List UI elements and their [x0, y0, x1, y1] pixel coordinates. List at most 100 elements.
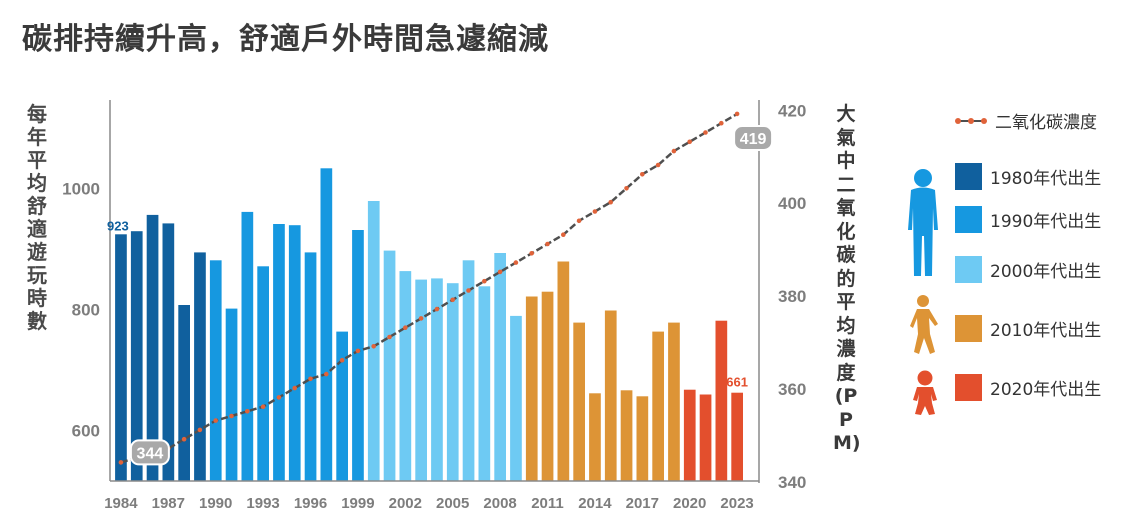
x-tick-2020: 2020 — [673, 495, 706, 512]
bar-1984 — [115, 234, 127, 481]
bar-1993 — [257, 266, 269, 481]
bar-2010 — [525, 296, 538, 481]
co2-point-2001 — [387, 334, 392, 340]
co2-point-2018 — [655, 162, 661, 168]
co2-point-2007 — [482, 278, 487, 284]
bar-2018 — [652, 331, 664, 481]
legend: 二氧化碳濃度 1980年代出生 1990年代出生 2000年代出生 2010年代… — [905, 108, 1140, 428]
co2-point-1997 — [324, 371, 329, 377]
co2-point-1984 — [118, 460, 124, 465]
legend-label-1990: 1990年代出生 — [990, 212, 1102, 232]
y-tick-left-600: 600 — [72, 422, 100, 441]
y-tick-right-400: 400 — [778, 194, 806, 213]
x-tick-1987: 1987 — [152, 495, 185, 512]
co2-line — [120, 112, 738, 464]
legend-swatch-1980 — [955, 163, 982, 190]
y-axis-left-label: 每年平均舒適遊玩時數 — [27, 102, 47, 333]
co2-point-2003 — [418, 316, 424, 321]
legend-label-2020: 2020年代出生 — [990, 380, 1102, 400]
bar-2002 — [399, 271, 412, 481]
co2-point-1996 — [308, 376, 313, 382]
co2-line-group — [118, 111, 740, 465]
y-tick-left-1000: 1000 — [62, 180, 100, 199]
co2-point-1994 — [276, 395, 282, 400]
co2-point-2022 — [719, 120, 724, 126]
bar-1988 — [178, 305, 190, 481]
co2-point-2017 — [640, 172, 645, 177]
y-tick-left-800: 800 — [72, 301, 100, 320]
co2-point-2013 — [576, 218, 582, 224]
bar-2020 — [683, 389, 696, 481]
legend-item-2020: 2020年代出生 — [955, 374, 1101, 401]
bar-1986 — [146, 214, 159, 481]
y-axis-right-label: 大氣中二氧化碳的平均濃度(PPM) — [833, 103, 861, 454]
co2-start-badge-bg — [129, 439, 170, 466]
x-tick-2017: 2017 — [626, 495, 659, 512]
bar-2009 — [510, 315, 522, 481]
legend-swatch-2010 — [955, 315, 982, 342]
legend-co2-line: 二氧化碳濃度 — [955, 108, 1097, 133]
co2-point-1988 — [181, 436, 187, 442]
co2-point-1995 — [292, 385, 298, 391]
legend-swatch-2000 — [955, 256, 982, 283]
x-tick-1996: 1996 — [294, 495, 327, 512]
y-tick-right-360: 360 — [778, 380, 806, 399]
bar-1992 — [241, 211, 254, 481]
bar-2003 — [415, 279, 427, 481]
co2-point-2014 — [592, 209, 598, 214]
co2-point-2020 — [687, 139, 692, 145]
x-tick-1990: 1990 — [199, 495, 232, 512]
co2-point-2016 — [624, 186, 629, 191]
bar-2014 — [589, 393, 601, 481]
bar-1996 — [304, 252, 317, 481]
toddler-figure-icon — [913, 370, 937, 415]
x-tick-1993: 1993 — [246, 495, 279, 512]
bar-2011 — [541, 291, 554, 481]
co2-point-1993 — [260, 404, 266, 410]
co2-point-2006 — [466, 288, 471, 293]
bar-label-last: 661 — [726, 375, 748, 390]
bars-group — [115, 168, 743, 482]
legend-item-2010: 2010年代出生 — [955, 315, 1101, 342]
bar-2021 — [699, 394, 712, 481]
chart-title: 碳排持續升高，舒適戶外時間急遽縮減 — [22, 22, 549, 57]
co2-point-1992 — [245, 409, 250, 414]
bar-2001 — [383, 250, 396, 481]
bar-2023 — [731, 392, 743, 481]
x-tick-2005: 2005 — [436, 495, 469, 512]
adult-figure-icon — [908, 169, 938, 276]
bar-1998 — [336, 331, 348, 481]
co2-point-2002 — [403, 325, 408, 331]
bar-2022 — [715, 320, 728, 481]
co2-point-2011 — [545, 241, 550, 247]
legend-item-2000: 2000年代出生 — [955, 256, 1101, 283]
legend-swatch-1990 — [955, 206, 982, 233]
co2-point-1989 — [197, 427, 203, 433]
bar-2004 — [431, 278, 443, 481]
bar-1999 — [352, 230, 364, 481]
x-tick-2002: 2002 — [389, 495, 422, 512]
bar-1990 — [209, 260, 222, 481]
bar-2005 — [446, 283, 459, 481]
legend-label-2010: 2010年代出生 — [990, 321, 1102, 341]
co2-start-badge: 344 — [137, 445, 164, 462]
co2-point-2023 — [734, 111, 740, 117]
child-figure-icon — [910, 295, 938, 354]
x-tick-2011: 2011 — [531, 495, 564, 512]
bar-1995 — [288, 225, 301, 481]
bar-2016 — [620, 390, 633, 481]
co2-point-2008 — [497, 269, 503, 275]
y-tick-right-420: 420 — [778, 101, 806, 120]
bar-2015 — [604, 310, 617, 481]
axes-group: 600 800 1000 340 360 380 400 420 1984 1987 1990 199… — [62, 100, 806, 512]
co2-point-2021 — [703, 130, 708, 135]
x-tick-1984: 1984 — [104, 495, 138, 512]
co2-point-1999 — [355, 348, 361, 354]
legend-item-1980: 1980年代出生 — [955, 163, 1101, 190]
bar-label-first: 923 — [107, 218, 129, 233]
bar-2013 — [573, 322, 585, 481]
labels-group: 923 661 344 419 — [107, 124, 774, 466]
x-tick-2014: 2014 — [578, 495, 612, 512]
co2-point-2009 — [513, 260, 519, 265]
x-tick-2008: 2008 — [483, 495, 516, 512]
